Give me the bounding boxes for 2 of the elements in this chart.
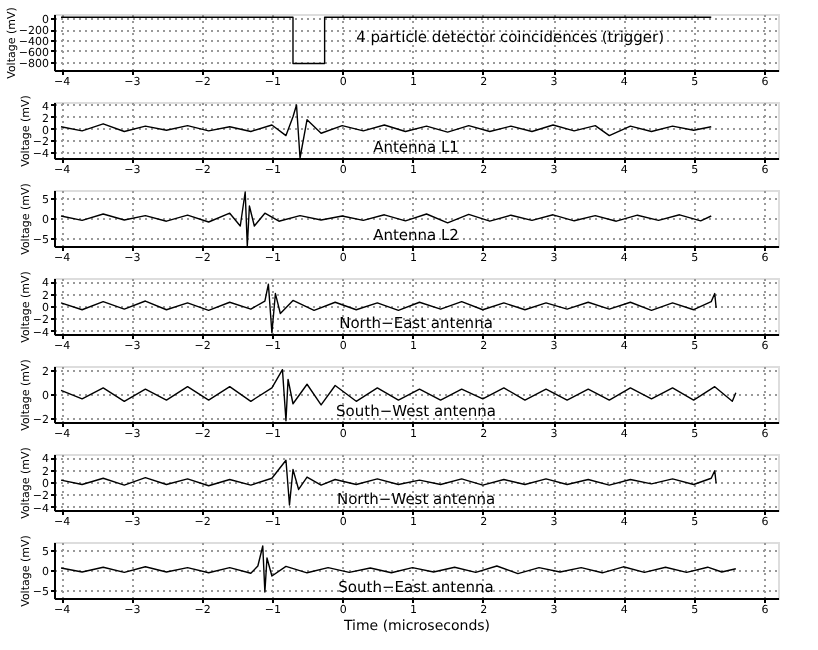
line-series	[60, 459, 717, 506]
line-series	[60, 545, 737, 593]
